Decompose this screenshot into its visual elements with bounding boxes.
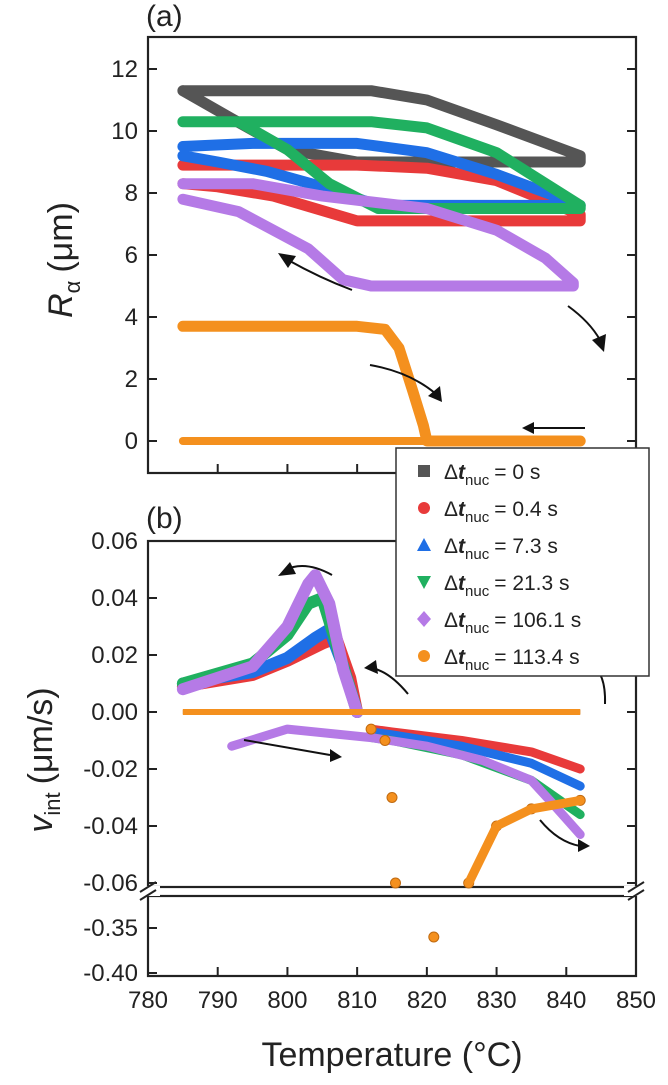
b-ytick-low-label-1: -0.40: [83, 960, 138, 987]
panel-b-y-ticks: 0.06 0.04 0.02 0.00 -0.02 -0.04 -0.06 -0.35 -0.4…: [83, 528, 636, 987]
b-ytick-label-3: 0.00: [91, 699, 138, 726]
b-series-4-heating: [227, 724, 585, 839]
b-series-2-heating: [366, 727, 585, 791]
panel-label-b: (b): [146, 502, 183, 535]
legend-label-4: Δtnuc = 106.1 s: [444, 609, 581, 637]
a-series-3: [177, 116, 586, 214]
b-xtick-label-2: 800: [267, 987, 307, 1014]
legend-label-2: Δtnuc = 7.3 s: [444, 535, 558, 563]
a-ytick-label-1: 2: [125, 366, 138, 393]
panel-a-y-ticks: 0 2 4 6 8 10 12: [111, 56, 636, 455]
break-mark-3: [627, 881, 645, 893]
panel-a-arrows: [278, 253, 606, 434]
legend-label-3: Δtnuc = 21.3 s: [444, 572, 570, 600]
arrow-head-4: [522, 422, 534, 434]
b-ytick-low-label-0: -0.35: [83, 915, 138, 942]
panel-b-series: [176, 569, 586, 943]
b-ytick-label-0: 0.06: [91, 528, 138, 555]
panel-b-x-ticks: 780 790 800 810 820 830 840 850: [128, 967, 656, 1014]
arrow-head-9: [578, 839, 590, 852]
x-axis-title: Temperature (°C): [261, 1036, 522, 1074]
axis-break-gap-left: [140, 886, 160, 896]
a-ytick-label-2: 4: [125, 304, 138, 331]
b-xtick-label-6: 840: [546, 987, 586, 1014]
b-ytick-label-6: -0.06: [83, 870, 138, 897]
a-series-5: [177, 320, 586, 447]
legend-label-1: Δtnuc = 0.4 s: [444, 498, 558, 526]
b-xtick-label-1: 790: [198, 987, 238, 1014]
x-axis-label: Temperature: [261, 1036, 452, 1074]
legend-marker-4: [417, 611, 431, 627]
panel-a-ylabel-unit: (μm): [42, 202, 80, 273]
b-ytick-label-4: -0.02: [83, 756, 138, 783]
a-ytick-label-0: 0: [125, 428, 138, 455]
legend-label-5: Δtnuc = 113.4 s: [444, 646, 580, 674]
arrow-head-6: [364, 660, 378, 674]
a-ytick-label-5: 10: [111, 118, 138, 145]
panel-a-ylabel: R: [42, 293, 80, 318]
panel-b-ylabel-sub: int: [40, 792, 65, 815]
arrow-melt-a: [369, 364, 437, 395]
a-ytick-label-6: 12: [111, 56, 138, 83]
b-xtick-label-4: 820: [407, 987, 447, 1014]
b-ytick-label-2: 0.02: [91, 642, 138, 669]
a-ytick-label-3: 6: [125, 242, 138, 269]
panel-b-y-axis-title: vint (μm/s): [22, 687, 65, 832]
a-ytick-label-4: 8: [125, 180, 138, 207]
axis-break-gap-right: [624, 886, 644, 896]
legend-box: [395, 447, 650, 677]
b-ytick-label-5: -0.04: [83, 813, 138, 840]
panel-a-frame: [146, 35, 638, 475]
panel-b-ylabel: v: [22, 814, 60, 833]
break-mark-4: [627, 889, 645, 901]
arrow-head-2: [592, 334, 606, 352]
b-xtick-label-7: 850: [616, 987, 656, 1014]
arrow-head-8: [330, 749, 342, 762]
panel-a-series: [177, 85, 586, 447]
a-series-1: [177, 159, 586, 227]
panel-b-arrows: [243, 562, 607, 852]
legend: Δtnuc = 0 s Δtnuc = 0.4 s Δtnuc = 7.3 s Δtnuc =…: [395, 447, 650, 677]
panel-a-y-axis-title: Rα (μm): [42, 202, 85, 318]
legend-label-0: Δtnuc = 0 s: [444, 461, 540, 489]
arrow-heat-b: [243, 739, 331, 756]
a-series-4: [177, 178, 579, 292]
break-mark-2: [139, 889, 157, 901]
b-ytick-label-1: 0.04: [91, 585, 138, 612]
b-series-5-point-3: [365, 723, 377, 735]
arrow-head-3: [428, 386, 442, 402]
panel-b-lower-frame: [146, 894, 638, 978]
arrow-head-5: [278, 562, 296, 576]
arrow-cooling-a: [287, 259, 353, 291]
arrow-low-b: [539, 819, 581, 847]
panel-a-ylabel-sub: α: [60, 280, 85, 293]
legend-marker-3: [417, 576, 431, 589]
x-axis-unit: (°C): [462, 1036, 523, 1074]
arrow-heating-a: [567, 305, 601, 341]
b-xtick-label-5: 830: [477, 987, 517, 1014]
b-series-5-point-4: [379, 735, 391, 746]
arrow-head-1: [278, 253, 296, 268]
b-series-4-peak: [176, 569, 364, 718]
b-series-5-point-5: [386, 792, 398, 803]
legend-marker-5: [418, 650, 430, 662]
legend-marker-2: [417, 538, 431, 551]
panel-label-a: (a): [146, 0, 183, 33]
axis-break-marks: [139, 881, 645, 901]
b-series-5-point-6: [390, 877, 401, 889]
b-xtick-label-0: 780: [128, 987, 168, 1014]
b-series-5-tail: [464, 795, 585, 888]
b-series-5-point-7: [428, 931, 440, 943]
legend-marker-0: [418, 465, 430, 477]
b-xtick-label-3: 810: [337, 987, 377, 1014]
panel-b-ylabel-unit: (μm/s): [22, 687, 60, 784]
legend-marker-1: [418, 502, 430, 514]
